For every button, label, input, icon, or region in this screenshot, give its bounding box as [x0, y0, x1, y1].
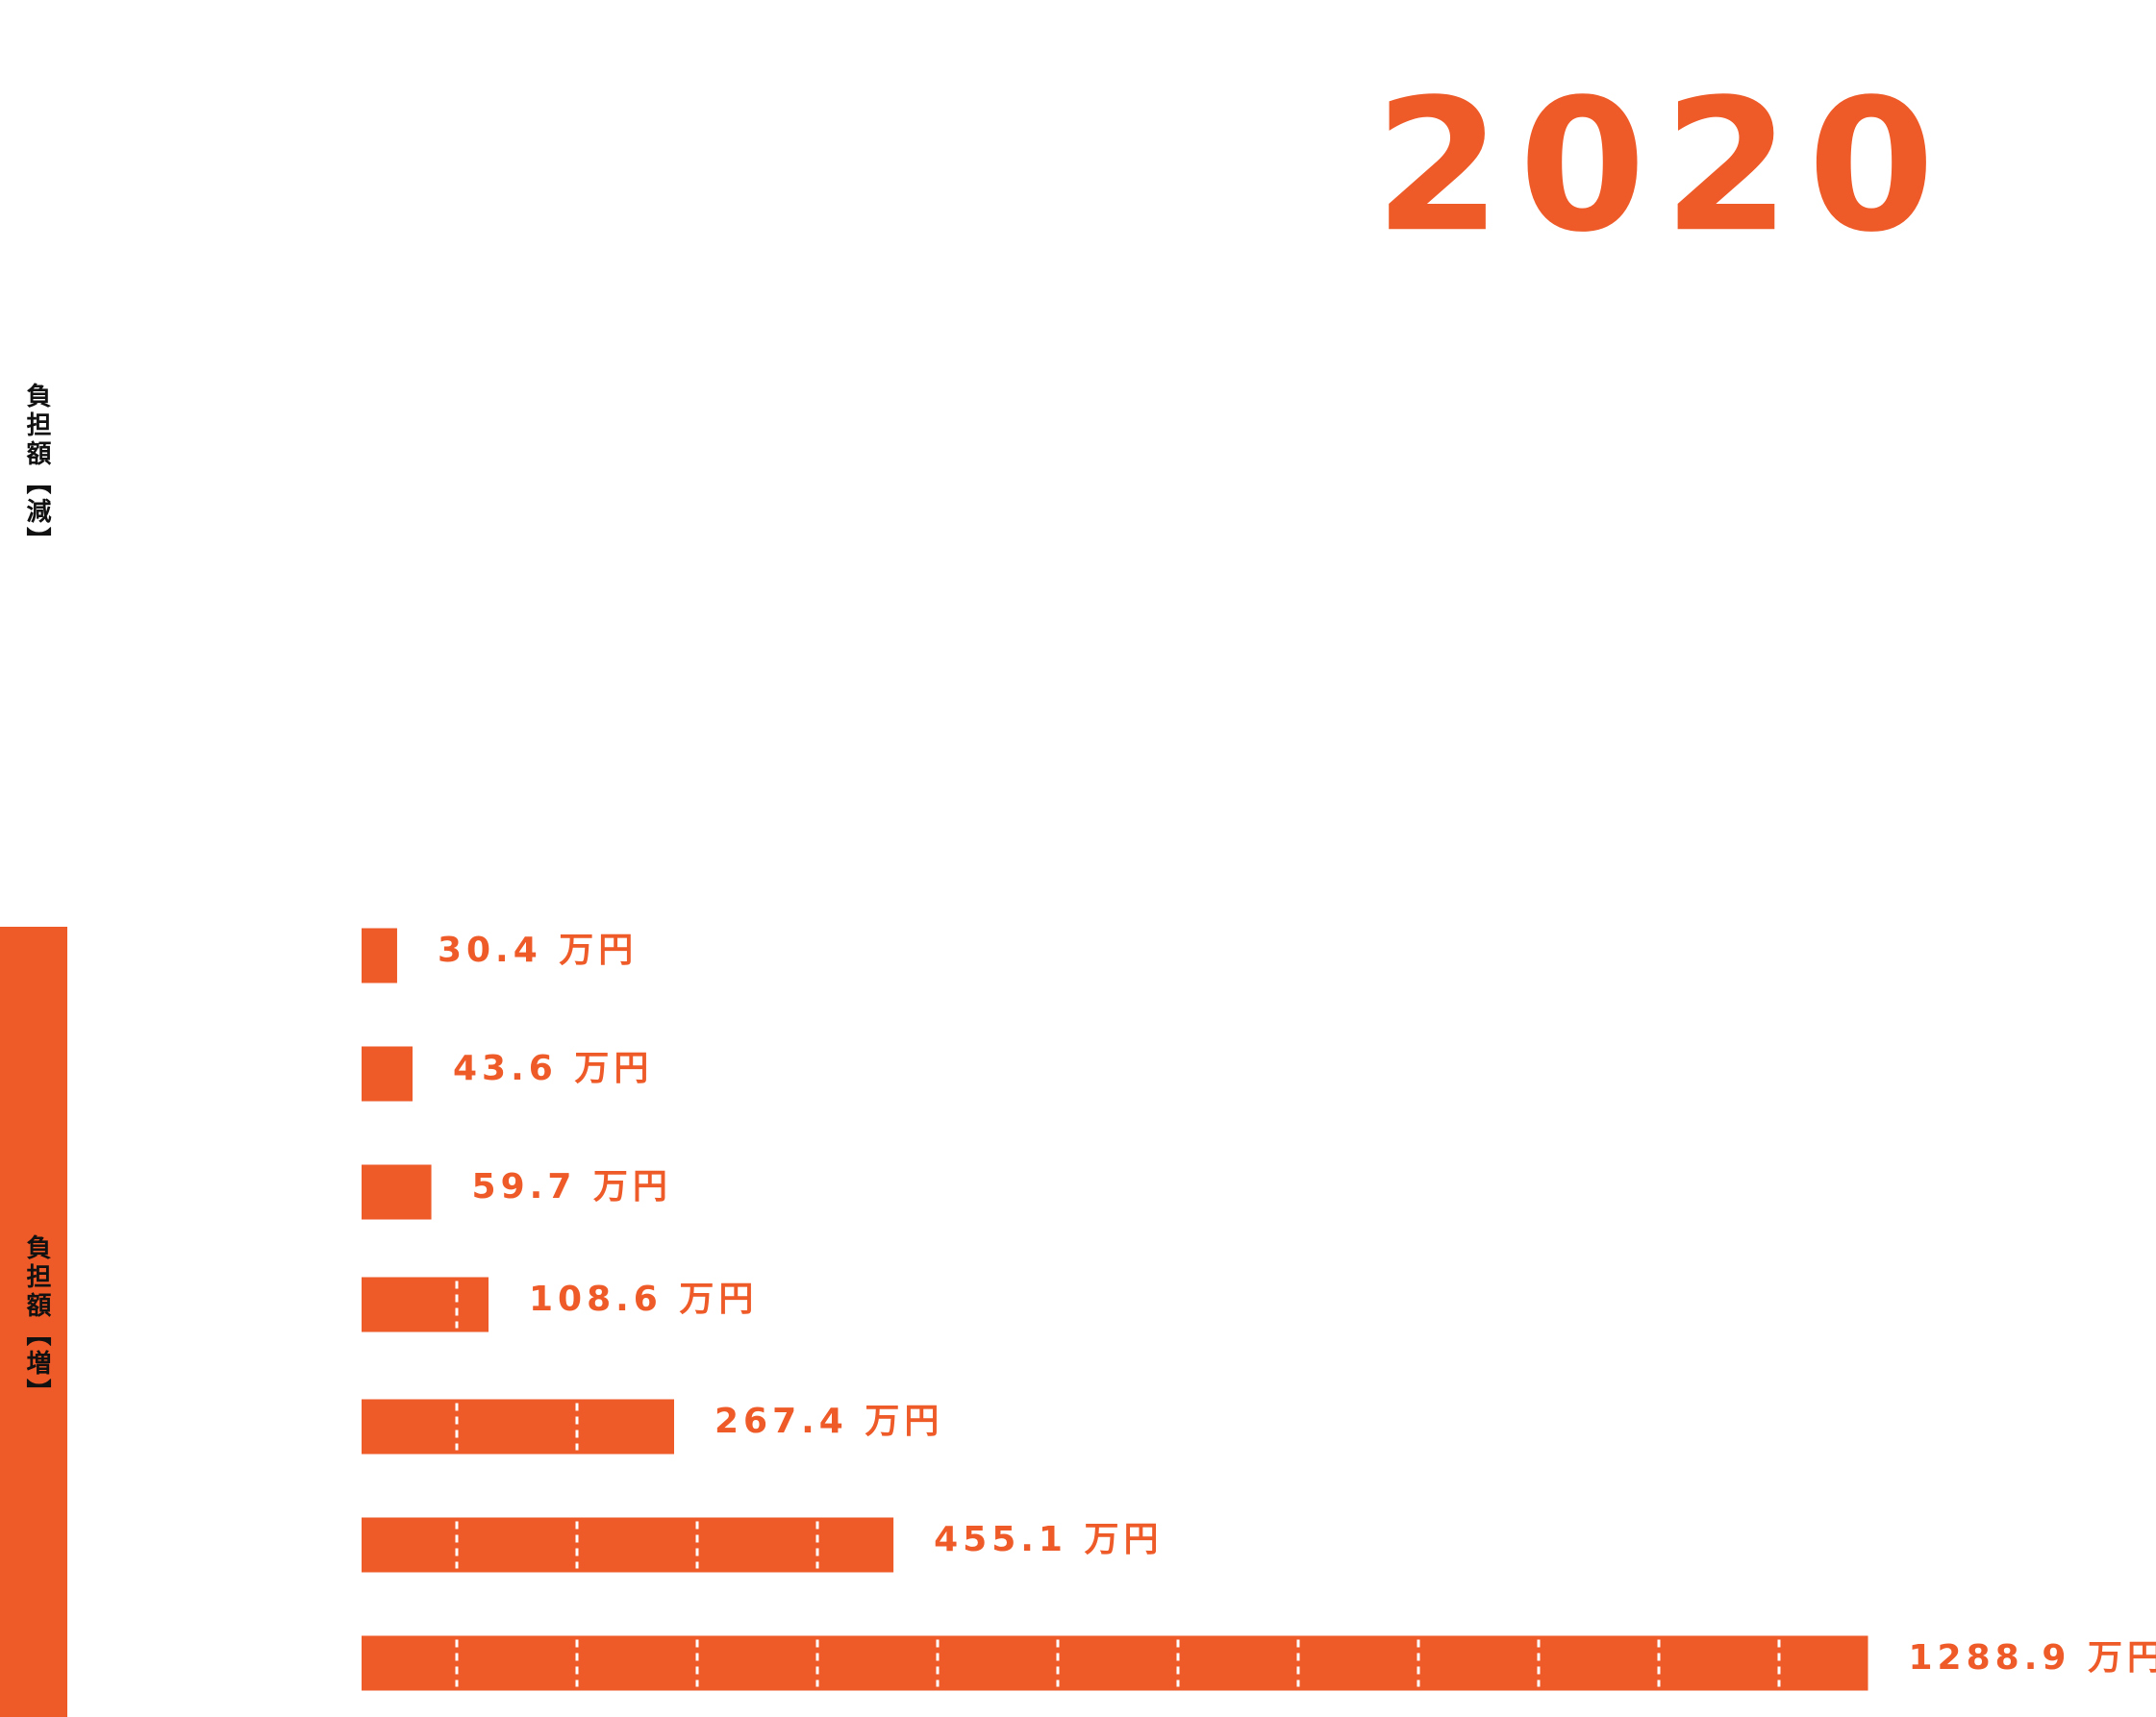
- value-label: 30.4 万円: [438, 931, 638, 970]
- bar: [362, 1046, 413, 1102]
- side-label: 負担額【減】: [22, 383, 51, 556]
- value-label: 108.6 万円: [529, 1280, 758, 1319]
- bar: [362, 1517, 894, 1573]
- bar: [362, 1399, 674, 1455]
- chart-title: 2020: [1374, 60, 1952, 272]
- value-label: 59.7 万円: [472, 1167, 672, 1207]
- value-label: 267.4 万円: [714, 1402, 943, 1441]
- side-label: 負担額【増】: [22, 1234, 51, 1407]
- value-label: 455.1 万円: [934, 1520, 1163, 1559]
- value-label: 43.6 万円: [453, 1049, 653, 1088]
- bar: [362, 928, 397, 983]
- value-label: 1288.9 万円: [1909, 1638, 2156, 1678]
- bar: [362, 1635, 1868, 1691]
- bar: [362, 1277, 489, 1332]
- bar: [362, 1164, 432, 1220]
- side-strip: [0, 927, 67, 1717]
